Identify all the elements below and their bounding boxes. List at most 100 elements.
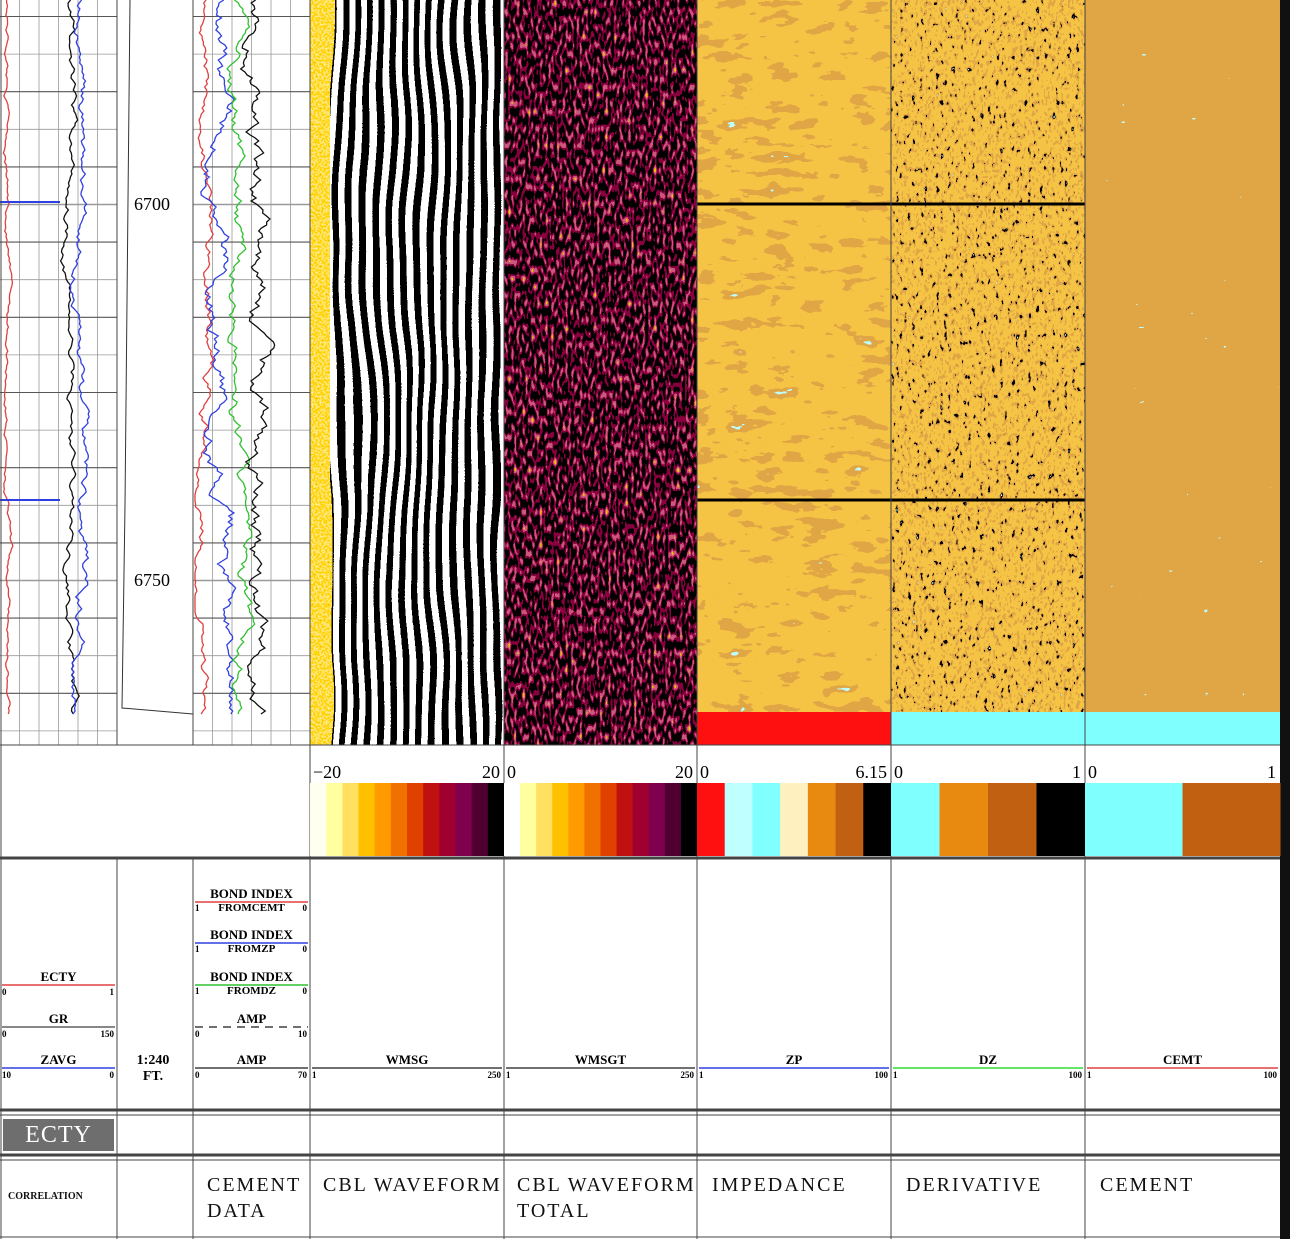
legend-right: 250: [488, 1070, 502, 1080]
legend-left: 1: [195, 944, 200, 954]
scale-swatch: [423, 783, 440, 856]
cbl-total-image: [504, 0, 697, 745]
track-title: CBL WAVEFORM TOTAL: [517, 1172, 697, 1224]
well-log: 1:240 FT. 67006750−202002006.150101ECTY0…: [0, 0, 1290, 1239]
scale-min: −20: [313, 762, 341, 782]
depth-label: 6750: [134, 570, 170, 590]
legend-name: ZP: [786, 1052, 803, 1067]
grid: [0, 0, 310, 745]
scale-swatch: [601, 783, 618, 856]
legend-left: 1: [1087, 1070, 1092, 1080]
scale-swatch: [863, 783, 891, 856]
cbl-waveform-image: [330, 0, 505, 765]
legend-right: 100: [1069, 1070, 1083, 1080]
legend-right: 250: [681, 1070, 695, 1080]
scale-swatch: [552, 783, 569, 856]
legend-name: BOND INDEX: [210, 969, 293, 984]
scale-min: 0: [894, 762, 903, 782]
image-tracks: [310, 0, 1280, 765]
legend-left: 1: [195, 903, 200, 913]
scale-swatch: [649, 783, 666, 856]
scale-swatch: [375, 783, 392, 856]
scale-swatch: [504, 783, 521, 856]
scale-swatch: [568, 783, 585, 856]
scale-swatch: [1085, 783, 1183, 856]
legend-right: 0: [303, 903, 308, 913]
legend-name: ECTY: [40, 969, 77, 984]
legend-left: 1: [506, 1070, 511, 1080]
log-curve: [241, 0, 275, 714]
legend-left: 0: [195, 1029, 200, 1039]
scale-swatch: [617, 783, 634, 856]
legend-right: 100: [1264, 1070, 1278, 1080]
legend-left: 0: [195, 1070, 200, 1080]
legend-right: 10: [298, 1029, 308, 1039]
track-title: IMPEDANCE: [712, 1172, 887, 1198]
curves: [0, 0, 275, 714]
scale-swatch: [836, 783, 864, 856]
scale-max: 6.15: [856, 762, 888, 782]
scale-swatch: [456, 783, 473, 856]
depth-curve: [122, 0, 193, 714]
legend-left: 1: [699, 1070, 704, 1080]
scale-swatch: [488, 783, 505, 856]
scale-swatch: [725, 783, 753, 856]
scale-max: 1: [1267, 762, 1276, 782]
legend-left: 1: [312, 1070, 317, 1080]
legend-sub: FROMDZ: [227, 985, 276, 997]
legend-right: 1: [110, 987, 115, 997]
track-title: CORRELATION: [8, 1184, 108, 1210]
legend-name: BOND INDEX: [210, 886, 293, 901]
legend-left: 0: [2, 987, 7, 997]
track-title: DERIVATIVE: [906, 1172, 1081, 1198]
legend-left: 1: [195, 986, 200, 996]
scale-swatch: [472, 783, 489, 856]
depth-scale: 1:240: [137, 1053, 170, 1068]
scale-swatch: [310, 783, 327, 856]
scale-swatch: [697, 783, 725, 856]
track-title: CEMENT DATA: [207, 1172, 307, 1224]
scale-swatch: [326, 783, 343, 856]
legend-name: AMP: [237, 1052, 267, 1067]
scale-swatch: [439, 783, 456, 856]
log-curve: [201, 0, 236, 714]
legend-right: 70: [298, 1070, 308, 1080]
scale-swatch: [808, 783, 836, 856]
scale-min: 0: [1088, 762, 1097, 782]
legend-name: AMP: [237, 1011, 267, 1026]
legend-right: 0: [110, 1070, 115, 1080]
scale-swatch: [359, 783, 376, 856]
log-curve: [61, 0, 80, 714]
scale-swatch: [940, 783, 989, 856]
track-title: CBL WAVEFORM: [323, 1172, 503, 1198]
legend-name: GR: [49, 1011, 69, 1026]
scale-max: 20: [675, 762, 693, 782]
log-curve: [3, 0, 13, 714]
legend-sub: FROMCEMT: [218, 902, 285, 914]
derivative-image: [891, 0, 1085, 712]
scale-max: 1: [1072, 762, 1081, 782]
scale-swatch: [780, 783, 808, 856]
legend-sub: FROMZP: [228, 943, 276, 955]
scale-max: 20: [482, 762, 500, 782]
legend-name: DZ: [979, 1052, 997, 1067]
scale-swatch: [407, 783, 424, 856]
ecty-button[interactable]: ECTY: [3, 1119, 114, 1151]
legend-left: 10: [2, 1070, 12, 1080]
scale-swatch: [391, 783, 408, 856]
impedance-footer: [697, 712, 891, 745]
scale-swatch: [988, 783, 1037, 856]
depth-label: 6700: [134, 194, 170, 214]
legend-right: 0: [303, 986, 308, 996]
impedance-image: [697, 0, 891, 712]
legend-name: WMSG: [386, 1052, 429, 1067]
legend-name: WMSGT: [575, 1052, 627, 1067]
scale-min: 0: [700, 762, 709, 782]
cement-image: [1085, 0, 1280, 712]
scale-swatch: [891, 783, 940, 856]
scale-min: 0: [507, 762, 516, 782]
page: 1:240 FT. 67006750−202002006.150101ECTY0…: [0, 0, 1290, 1239]
scale-swatch: [584, 783, 601, 856]
scale-swatch: [752, 783, 780, 856]
scale-swatch: [1183, 783, 1281, 856]
